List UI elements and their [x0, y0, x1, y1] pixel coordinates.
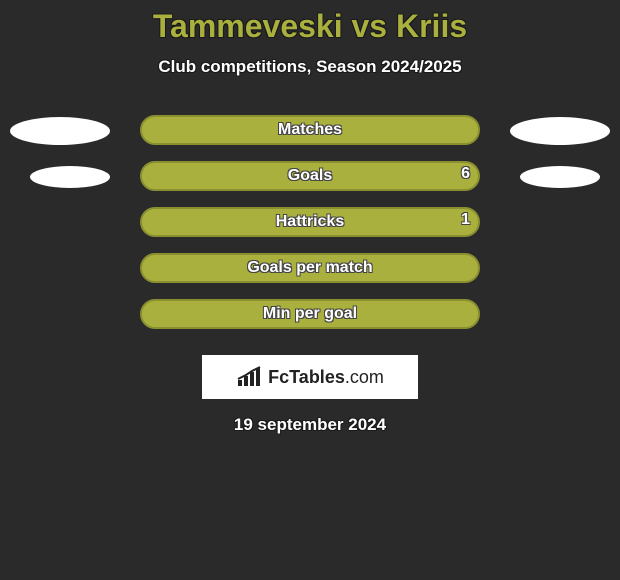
brand-suffix: .com	[345, 367, 384, 387]
stat-bar: Hattricks	[140, 207, 480, 237]
stat-right-value: 6	[461, 165, 470, 183]
stat-label: Hattricks	[276, 213, 344, 231]
stat-label: Goals	[288, 167, 332, 185]
page-title: Tammeveski vs Kriis	[0, 0, 620, 45]
page-subtitle: Club competitions, Season 2024/2025	[0, 57, 620, 77]
stat-row: Min per goal	[0, 299, 620, 345]
brand-logo: FcTables.com	[202, 355, 418, 399]
stat-label: Goals per match	[247, 259, 372, 277]
comparison-infographic: Tammeveski vs Kriis Club competitions, S…	[0, 0, 620, 580]
bar-chart-icon	[236, 366, 262, 388]
stat-row: Goals 6	[0, 161, 620, 207]
stat-label: Matches	[278, 121, 342, 139]
stat-bar: Matches	[140, 115, 480, 145]
stat-row: Matches	[0, 115, 620, 161]
left-ellipse-icon	[10, 117, 110, 145]
brand-text: FcTables.com	[268, 367, 384, 388]
brand-name: FcTables	[268, 367, 345, 387]
stat-row: Goals per match	[0, 253, 620, 299]
right-ellipse-icon	[520, 166, 600, 188]
stat-row: Hattricks 1	[0, 207, 620, 253]
left-ellipse-icon	[30, 166, 110, 188]
stat-bar: Goals	[140, 161, 480, 191]
stat-right-value: 1	[461, 211, 470, 229]
stat-label: Min per goal	[263, 305, 357, 323]
stats-panel: Matches Goals 6 Hattricks 1 Goals per ma	[0, 115, 620, 345]
date-label: 19 september 2024	[0, 415, 620, 435]
right-ellipse-icon	[510, 117, 610, 145]
stat-bar: Goals per match	[140, 253, 480, 283]
stat-bar: Min per goal	[140, 299, 480, 329]
